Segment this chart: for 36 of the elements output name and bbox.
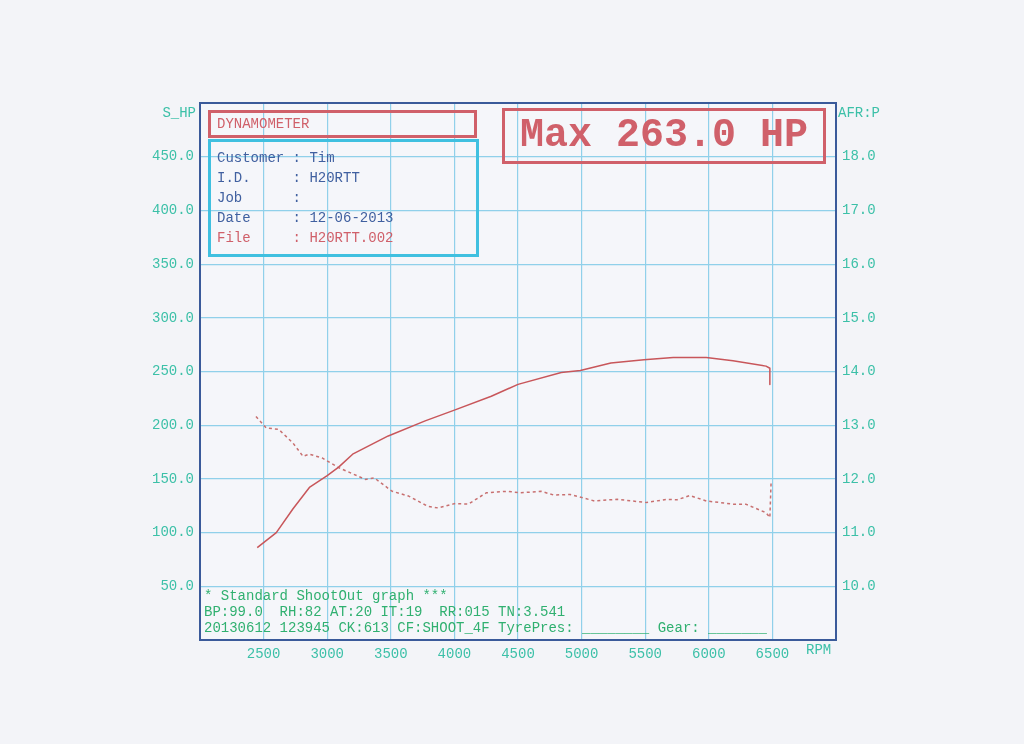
x-axis-title: RPM: [806, 641, 832, 658]
x-tick-label: 6000: [692, 646, 726, 663]
y-tick-label: 100.0: [151, 524, 194, 541]
y-tick-label: 150.0: [151, 470, 194, 487]
x-tick-label: 3000: [310, 646, 344, 663]
x-tick-label: 3500: [374, 646, 408, 663]
y-tick-label: 450.0: [151, 148, 194, 165]
annotation: Job :: [217, 189, 302, 208]
y-tick-label: 250.0: [151, 363, 194, 380]
annotation: * Standard ShootOut graph ***: [204, 588, 449, 604]
y-tick-label: 200.0: [151, 416, 194, 433]
annotation: BP:99.0 RH:82 AT:20 IT:19 RR:015 TN:3.541: [204, 604, 567, 620]
x-tick-label: 5500: [628, 646, 662, 663]
y2-tick-label: 16.0: [842, 255, 876, 272]
x-tick-label: 4500: [501, 646, 535, 663]
x-tick-label: 5000: [564, 646, 599, 663]
y2-axis-title: AFR:P: [838, 104, 881, 121]
y-tick-label: 350.0: [151, 255, 194, 272]
x-tick-label: 2500: [246, 646, 281, 663]
y2-tick-label: 15.0: [842, 309, 876, 326]
y2-tick-label: 13.0: [842, 416, 876, 433]
y2-tick-label: 10.0: [842, 578, 876, 594]
y2-tick-label: 11.0: [842, 524, 876, 541]
x-tick-label: 4000: [437, 646, 472, 663]
y-tick-label: 400.0: [151, 202, 194, 219]
annotation: Date : 12-06-2013: [217, 209, 395, 228]
y2-tick-label: 12.0: [842, 470, 876, 487]
y2-tick-label: 14.0: [842, 363, 876, 380]
y2-tick-label: 18.0: [842, 148, 876, 165]
y-axis-title: S_HP: [162, 104, 196, 121]
y-tick-label: 50.0: [160, 578, 194, 594]
line-series: [255, 415, 772, 519]
y-tick-label: 300.0: [151, 309, 194, 326]
x-tick-label: 6500: [755, 646, 790, 663]
y2-tick-label: 17.0: [842, 202, 876, 219]
annotation: 20130612 123945 CK:613 CF:SHOOT_4F TyrePres: ________ Gear: _______: [204, 620, 767, 636]
